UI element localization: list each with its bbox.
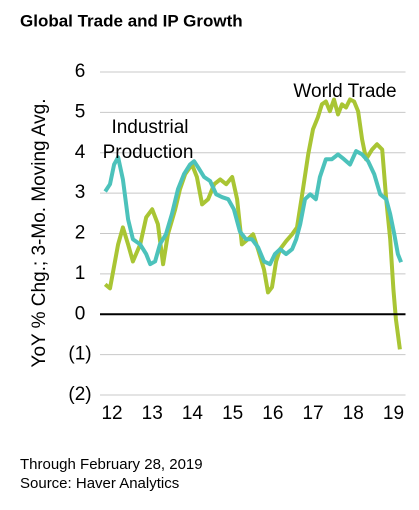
x-tick-label: 16 bbox=[262, 403, 283, 424]
y-tick-label: 3 bbox=[75, 182, 86, 203]
x-tick-label: 12 bbox=[101, 403, 122, 424]
x-tick-label: 14 bbox=[182, 403, 204, 424]
footnote: Through February 28, 2019 bbox=[20, 456, 203, 473]
x-tick-label: 15 bbox=[222, 403, 243, 424]
line-series bbox=[103, 149, 403, 267]
series-label: Industrial Production bbox=[103, 117, 194, 163]
y-tick-label: 4 bbox=[75, 142, 86, 163]
y-tick-label: 0 bbox=[75, 303, 86, 324]
x-tick-label: 13 bbox=[142, 403, 163, 424]
y-axis-label: YoY % Chg.; 3-Mo. Moving Avg. bbox=[29, 99, 50, 368]
y-tick-label: (1) bbox=[68, 344, 91, 365]
y-tick-label: 6 bbox=[75, 61, 86, 82]
y-tick-label: 5 bbox=[75, 101, 86, 122]
y-tick-label: (2) bbox=[68, 384, 91, 405]
y-tick-label: 1 bbox=[75, 263, 86, 284]
footnote: Source: Haver Analytics bbox=[20, 475, 179, 492]
chart-title: Global Trade and IP Growth bbox=[20, 11, 243, 30]
x-tick-label: 17 bbox=[302, 403, 323, 424]
y-tick-label: 2 bbox=[75, 223, 86, 244]
series-label: World Trade bbox=[293, 81, 396, 102]
x-tick-label: 18 bbox=[343, 403, 364, 424]
x-tick-label: 19 bbox=[383, 403, 404, 424]
line-series bbox=[103, 97, 402, 350]
